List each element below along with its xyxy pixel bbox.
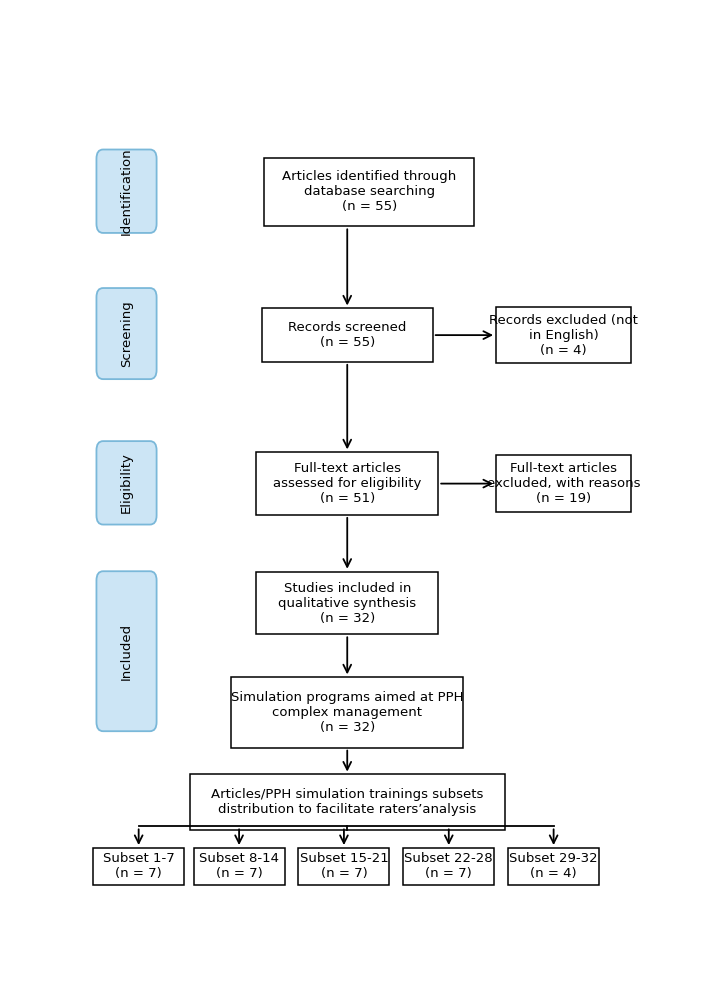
Text: Subset 1-7
(n = 7): Subset 1-7 (n = 7): [103, 852, 174, 881]
Bar: [231, 677, 463, 747]
Text: Included: Included: [120, 622, 133, 680]
FancyBboxPatch shape: [96, 572, 157, 732]
Text: Simulation programs aimed at PPH
complex management
(n = 32): Simulation programs aimed at PPH complex…: [231, 691, 464, 734]
Text: Full-text articles
excluded, with reasons
(n = 19): Full-text articles excluded, with reason…: [487, 462, 640, 505]
Bar: [262, 308, 433, 362]
Bar: [496, 307, 631, 364]
Text: Subset 8-14
(n = 7): Subset 8-14 (n = 7): [199, 852, 279, 881]
Text: Screening: Screening: [120, 300, 133, 367]
Text: Articles identified through
database searching
(n = 55): Articles identified through database sea…: [282, 171, 456, 214]
Bar: [264, 157, 474, 227]
Text: Subset 22-28
(n = 7): Subset 22-28 (n = 7): [404, 852, 493, 881]
FancyBboxPatch shape: [96, 149, 157, 233]
Bar: [190, 774, 505, 830]
Bar: [508, 848, 599, 885]
Bar: [194, 848, 285, 885]
Bar: [298, 848, 389, 885]
Bar: [403, 848, 494, 885]
Text: Subset 29-32
(n = 4): Subset 29-32 (n = 4): [509, 852, 598, 881]
Bar: [93, 848, 184, 885]
Text: Records screened
(n = 55): Records screened (n = 55): [288, 321, 407, 349]
FancyBboxPatch shape: [96, 288, 157, 379]
Text: Studies included in
qualitative synthesis
(n = 32): Studies included in qualitative synthesi…: [278, 581, 417, 624]
FancyBboxPatch shape: [96, 441, 157, 525]
Bar: [256, 572, 439, 634]
Text: Records excluded (not
in English)
(n = 4): Records excluded (not in English) (n = 4…: [489, 314, 638, 357]
Text: Subset 15-21
(n = 7): Subset 15-21 (n = 7): [300, 852, 388, 881]
Text: Articles/PPH simulation trainings subsets
distribution to facilitate raters’anal: Articles/PPH simulation trainings subset…: [211, 788, 483, 816]
Bar: [256, 452, 439, 515]
Bar: [496, 455, 631, 512]
Text: Identification: Identification: [120, 147, 133, 235]
Text: Eligibility: Eligibility: [120, 452, 133, 513]
Text: Full-text articles
assessed for eligibility
(n = 51): Full-text articles assessed for eligibil…: [273, 462, 422, 505]
